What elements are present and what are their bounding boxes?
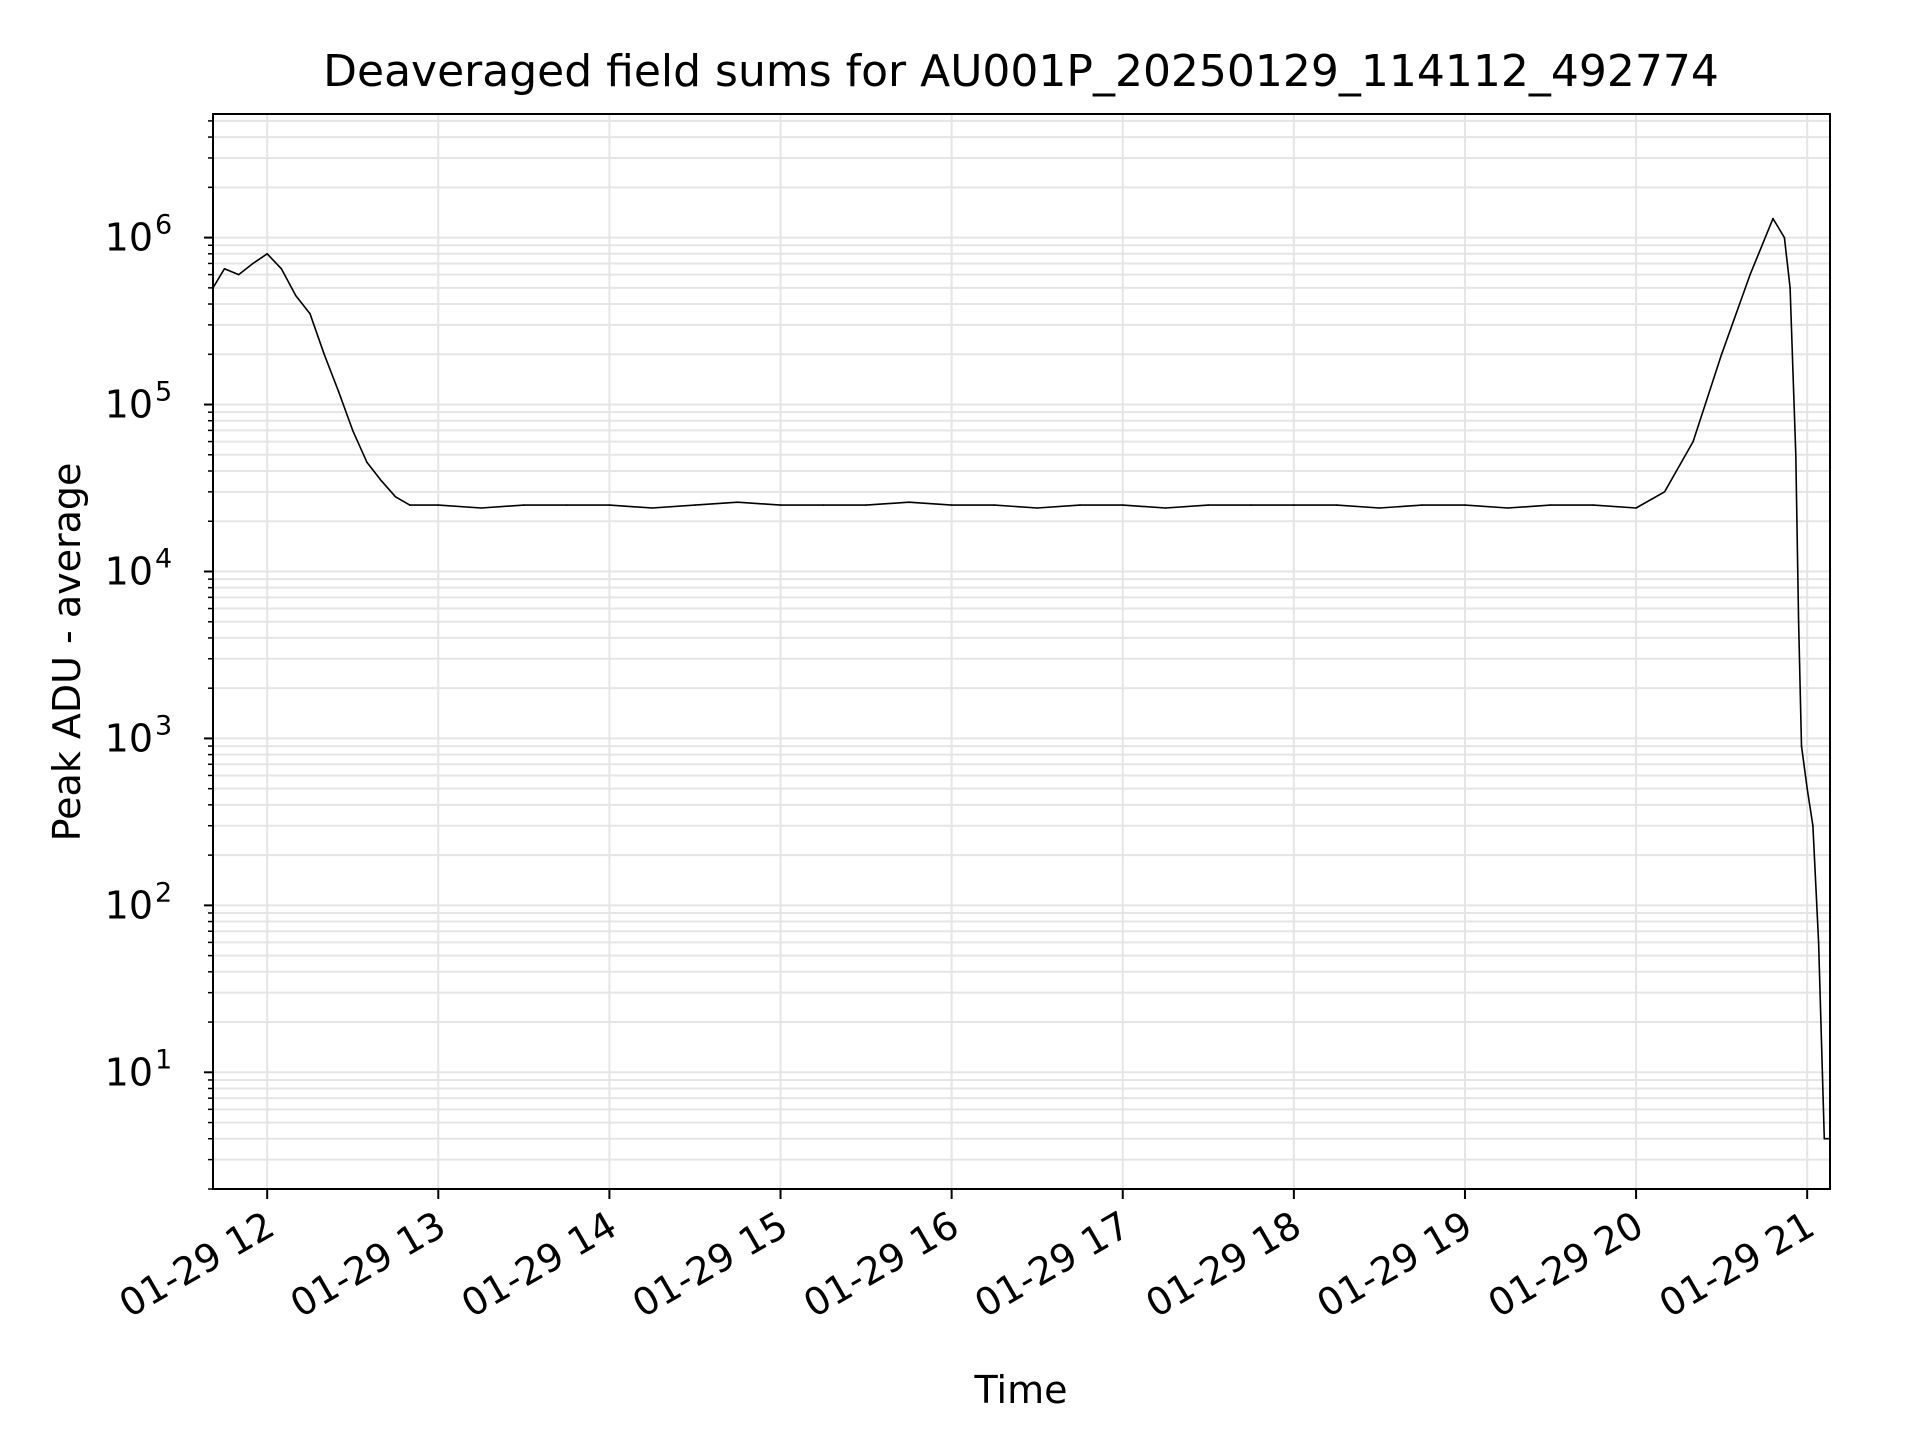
data-point [1663, 491, 1666, 493]
data-point [1079, 504, 1081, 506]
data-point [1772, 217, 1774, 220]
data-point [565, 504, 568, 506]
y-tick-label: 10 [105, 549, 153, 593]
data-point [993, 504, 996, 506]
data-point [337, 390, 340, 393]
data-point [351, 429, 354, 432]
data-point [366, 461, 368, 464]
data-point [1549, 504, 1552, 506]
grid [213, 114, 1830, 1190]
y-tick-label-base: 10 [105, 716, 153, 760]
data-point [1817, 941, 1820, 944]
plot-frame [212, 113, 1831, 1190]
data-point [950, 504, 953, 506]
data-point [1036, 507, 1038, 509]
data-point [779, 504, 782, 506]
y-tick-label: 10 [105, 716, 153, 760]
y-tick-label-base: 10 [105, 383, 153, 427]
data-point [237, 273, 240, 276]
data-point [1121, 504, 1124, 506]
chart-title: Deaveraged field sums for AU001P_2025012… [323, 46, 1719, 97]
data-point [394, 496, 397, 498]
data-point [1797, 620, 1800, 623]
data-point [1823, 1137, 1826, 1140]
y-tick-label-exponent: 5 [155, 377, 172, 408]
data-point [480, 507, 482, 509]
data-point [1806, 787, 1808, 790]
y-tick-label-exponent: 1 [155, 1044, 172, 1075]
data-point [280, 268, 283, 270]
data-layer [212, 217, 1831, 1140]
y-tick-label-base: 10 [105, 216, 153, 260]
data-point [309, 312, 311, 315]
data-point [1783, 236, 1786, 239]
data-point [1812, 824, 1814, 827]
y-tick-label-exponent: 6 [155, 210, 172, 241]
data-point [1378, 507, 1381, 509]
data-point [1800, 745, 1803, 747]
y-tick-label-exponent: 2 [155, 877, 172, 908]
y-tick-label-base: 10 [105, 883, 153, 927]
data-point [1506, 507, 1509, 509]
data-point [1207, 504, 1210, 506]
data-point [908, 501, 910, 504]
y-tick-label-exponent: 3 [155, 710, 172, 741]
y-tick-label-base: 10 [105, 549, 153, 593]
y-tick-label: 10 [105, 216, 153, 260]
data-point [266, 253, 269, 255]
data-point [822, 504, 825, 506]
data-point [1293, 504, 1295, 506]
data-point [523, 504, 525, 506]
data-point [223, 268, 226, 270]
data-point [1635, 507, 1637, 509]
data-point [1720, 353, 1723, 356]
data-point [608, 504, 611, 506]
data-point [1795, 454, 1797, 456]
y-tick-label-exponent: 4 [155, 543, 172, 574]
data-point [1335, 504, 1338, 506]
y-tick-label: 10 [105, 883, 153, 927]
data-point [323, 353, 326, 356]
data-point [865, 504, 867, 506]
data-point [1250, 504, 1252, 506]
data-point [1592, 504, 1595, 506]
y-tick-label-base: 10 [105, 1050, 153, 1094]
data-point [294, 294, 297, 297]
data-point [736, 501, 739, 504]
y-tick-label: 10 [105, 1050, 153, 1094]
data-point [1789, 287, 1791, 289]
data-point [1164, 507, 1167, 509]
data-point [651, 507, 653, 509]
y-axis-label: Peak ADU - average [45, 463, 89, 842]
data-point [437, 504, 440, 506]
x-axis-label: Time [974, 1368, 1068, 1412]
data-point [1749, 273, 1751, 276]
data-point [1692, 440, 1694, 443]
data-point [252, 262, 254, 265]
y-tick-label: 10 [105, 383, 153, 427]
data-point [380, 479, 383, 482]
data-point [409, 504, 411, 506]
data-point [694, 504, 696, 506]
data-point [1464, 504, 1466, 506]
data-point [1421, 504, 1423, 506]
